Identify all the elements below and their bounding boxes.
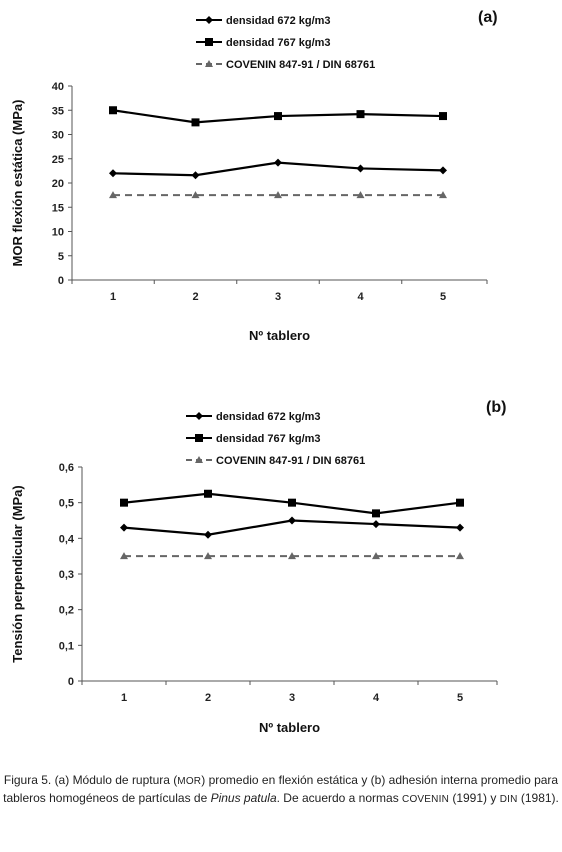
chart-a-series-3-point xyxy=(191,191,200,199)
caption-species: Pinus patula xyxy=(210,791,277,805)
chart-b-series-2-point xyxy=(204,489,212,498)
caption-part-4: (1991) y xyxy=(449,791,500,805)
chart-a-legend-label-3: COVENIN 847-91 / DIN 68761 xyxy=(226,59,375,71)
chart-a-xtick-label: 1 xyxy=(110,291,116,303)
chart-b-series-1-point xyxy=(456,523,464,532)
chart-b-legend-marker-2 xyxy=(195,434,203,442)
chart-a-ytick-label: 0 xyxy=(58,275,64,287)
chart-b-legend-marker-3 xyxy=(195,456,203,463)
chart-b-panel-label: (b) xyxy=(486,399,506,416)
caption-part-2: ) promedio en flexión estática y (b) adh… xyxy=(3,773,559,805)
chart-b-series-3-point xyxy=(456,552,464,560)
chart-a-series-1-point xyxy=(356,164,365,173)
chart-b-ytick-label: 0 xyxy=(68,676,74,688)
chart-a-series-2-point xyxy=(109,106,117,115)
chart-b-ytick-label: 0,5 xyxy=(59,498,74,510)
caption-covenin: COVENIN xyxy=(402,794,449,805)
chart-a-series-2-point xyxy=(274,112,282,121)
chart-b-series-2-point xyxy=(288,498,296,507)
chart-b-xtick-label: 3 xyxy=(289,692,295,704)
chart-b-xtick-label: 4 xyxy=(373,692,380,704)
chart-a-xtick-label: 5 xyxy=(440,291,446,303)
chart-b-series-3-point xyxy=(120,552,128,560)
chart-b-xtick-label: 2 xyxy=(205,692,211,704)
caption-part-5: (1981). xyxy=(517,791,559,805)
chart-b-ytick-label: 0,2 xyxy=(59,605,74,617)
chart-a-series-3-point xyxy=(356,191,365,199)
chart-a-ytick-label: 35 xyxy=(52,105,64,117)
chart-b-xtick-label: 5 xyxy=(457,692,463,704)
chart-a-series-1-point xyxy=(191,171,200,180)
chart-a-ytick-label: 15 xyxy=(52,202,64,214)
chart-b-legend-label-2: densidad 767 kg/m3 xyxy=(216,433,321,445)
chart-a-xtick-label: 2 xyxy=(192,291,198,303)
chart-a-legend-marker-2 xyxy=(205,38,213,46)
chart-a-ylabel: MOR flexión estática (MPa) xyxy=(10,100,25,267)
chart-a-xtick-label: 3 xyxy=(275,291,281,303)
chart-a-xlabel: Nº tablero xyxy=(249,328,310,343)
chart-b-xtick-label: 1 xyxy=(121,692,127,704)
chart-b-ytick-label: 0,4 xyxy=(59,533,75,545)
chart-a-series-3-point xyxy=(439,191,447,199)
caption-part-1: Figura 5. (a) Módulo de ruptura ( xyxy=(3,773,178,787)
chart-a-series-2-point xyxy=(191,118,200,127)
chart-a-series-1-point xyxy=(109,169,117,178)
caption-mor: MOR xyxy=(177,776,202,787)
chart-a-xtick-label: 4 xyxy=(357,291,364,303)
chart-b-series-1-point xyxy=(372,520,380,529)
chart-a-ytick-label: 40 xyxy=(52,81,64,93)
chart-b-ytick-label: 0,3 xyxy=(59,569,74,581)
chart-a-series-2-point xyxy=(356,110,365,119)
chart-a-series-3-point xyxy=(274,191,282,199)
chart-a-legend-label-1: densidad 672 kg/m3 xyxy=(226,15,331,27)
chart-b: 0 0,1 0,2 0,3 0,4 0,5 0,6 1 2 3 4 5 Nº tablero Tensió… xyxy=(10,399,506,735)
chart-a-series-1-point xyxy=(274,158,282,167)
chart-a-ytick-label: 25 xyxy=(52,154,64,166)
chart-b-series-2-point xyxy=(120,498,128,507)
chart-a-legend-marker-3 xyxy=(205,60,213,67)
chart-b-legend-marker-1 xyxy=(195,412,203,420)
chart-a-ytick-label: 10 xyxy=(52,227,64,239)
caption-din: DIN xyxy=(499,794,518,805)
chart-b-series-1-point xyxy=(120,523,128,532)
chart-b-xlabel: Nº tablero xyxy=(259,720,320,735)
caption-part-3: . De acuerdo a normas xyxy=(276,791,403,805)
chart-a-ytick-label: 5 xyxy=(58,251,64,263)
figure-caption: Figura 5. (a) Módulo de ruptura (MOR) pr… xyxy=(0,772,562,808)
chart-a-series-2-point xyxy=(439,112,447,121)
chart-b-series-3-point xyxy=(204,552,212,560)
chart-b-ytick-label: 0,6 xyxy=(59,462,74,474)
chart-b-ylabel: Tensión perpendicular (MPa) xyxy=(10,485,25,662)
chart-b-series-3-point xyxy=(372,552,380,560)
chart-a-series-1-point xyxy=(439,166,447,175)
chart-a-ytick-label: 20 xyxy=(52,178,64,190)
chart-b-series-3-point xyxy=(288,552,296,560)
figure: 0 5 10 15 20 25 30 35 40 1 2 3 4 5 Nº tablero MOR flexi… xyxy=(10,9,506,735)
chart-b-series-1-point xyxy=(288,516,296,525)
chart-b-series-2-point xyxy=(372,509,380,518)
chart-a: 0 5 10 15 20 25 30 35 40 1 2 3 4 5 Nº tablero MOR flexi… xyxy=(10,9,498,343)
chart-b-ytick-label: 0,1 xyxy=(59,640,74,652)
chart-b-legend-label-1: densidad 672 kg/m3 xyxy=(216,411,321,423)
chart-a-panel-label: (a) xyxy=(478,9,498,26)
chart-b-legend-label-3: COVENIN 847-91 / DIN 68761 xyxy=(216,455,365,467)
chart-a-legend-label-2: densidad 767 kg/m3 xyxy=(226,37,331,49)
chart-a-ytick-label: 30 xyxy=(52,130,64,142)
chart-b-series-2-point xyxy=(456,498,464,507)
chart-b-series-1-point xyxy=(204,530,212,539)
chart-a-series-3-point xyxy=(109,191,117,199)
chart-a-legend-marker-1 xyxy=(205,16,213,24)
